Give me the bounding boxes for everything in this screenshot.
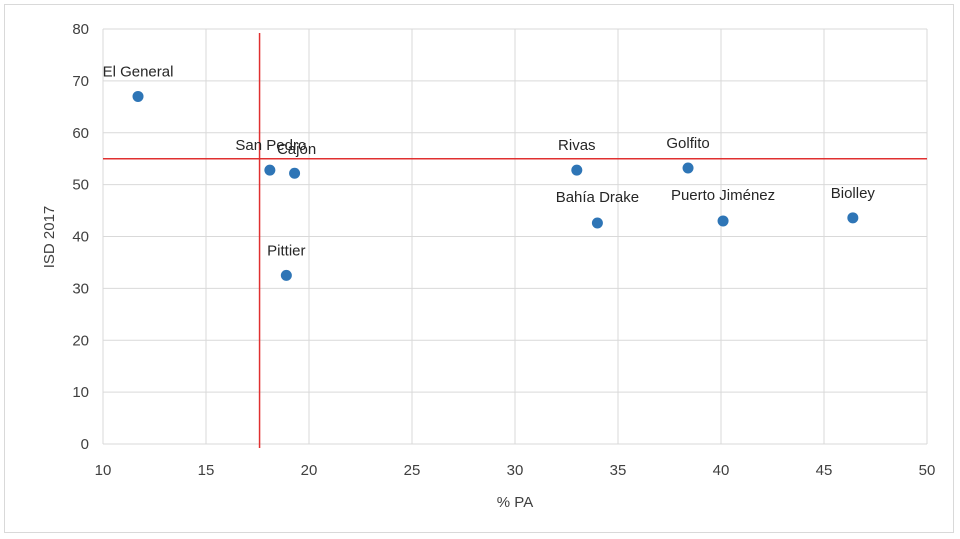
point-label: Rivas <box>558 137 596 154</box>
point-label: Golfito <box>666 135 709 152</box>
x-tick-label: 10 <box>95 462 112 479</box>
reference-lines <box>103 33 927 448</box>
data-point <box>682 162 694 174</box>
y-tick-label: 70 <box>72 73 89 90</box>
y-tick-label: 60 <box>72 125 89 142</box>
y-tick-label: 40 <box>72 229 89 246</box>
chart-frame <box>4 4 954 533</box>
y-tick-label: 50 <box>72 177 89 194</box>
y-tick-label: 30 <box>72 280 89 297</box>
y-tick-label: 20 <box>72 332 89 349</box>
x-axis-label: % PA <box>497 494 533 511</box>
x-tick-label: 25 <box>404 462 421 479</box>
y-tick-label: 10 <box>72 384 89 401</box>
data-point <box>717 215 729 227</box>
point-label: Cajón <box>277 141 316 158</box>
data-point <box>289 167 301 179</box>
data-points <box>132 90 859 281</box>
point-label: Pittier <box>267 242 305 259</box>
x-tick-label: 35 <box>610 462 627 479</box>
x-tick-label: 20 <box>301 462 318 479</box>
x-tick-label: 45 <box>816 462 833 479</box>
data-point <box>280 269 292 281</box>
x-tick-labels: 10 15 20 25 30 35 40 45 50 <box>95 462 936 479</box>
point-label: Puerto Jiménez <box>671 187 775 204</box>
data-point <box>847 212 859 224</box>
point-label: San Pedro <box>235 137 306 154</box>
y-axis-label: ISD 2017 <box>41 206 58 269</box>
x-tick-label: 15 <box>198 462 215 479</box>
y-tick-label: 0 <box>81 436 89 453</box>
point-label: El General <box>103 63 174 80</box>
x-tick-label: 40 <box>713 462 730 479</box>
y-tick-label: 80 <box>72 21 89 38</box>
point-label: Bahía Drake <box>556 189 639 206</box>
data-point <box>571 164 583 176</box>
data-point <box>591 217 603 229</box>
y-tick-labels: 0 10 20 30 40 50 60 70 80 <box>72 21 89 453</box>
data-point <box>264 164 276 176</box>
point-label: Biolley <box>831 185 876 202</box>
grid-lines <box>102 28 928 445</box>
x-tick-label: 50 <box>919 462 936 479</box>
data-point <box>132 90 144 102</box>
x-tick-label: 30 <box>507 462 524 479</box>
